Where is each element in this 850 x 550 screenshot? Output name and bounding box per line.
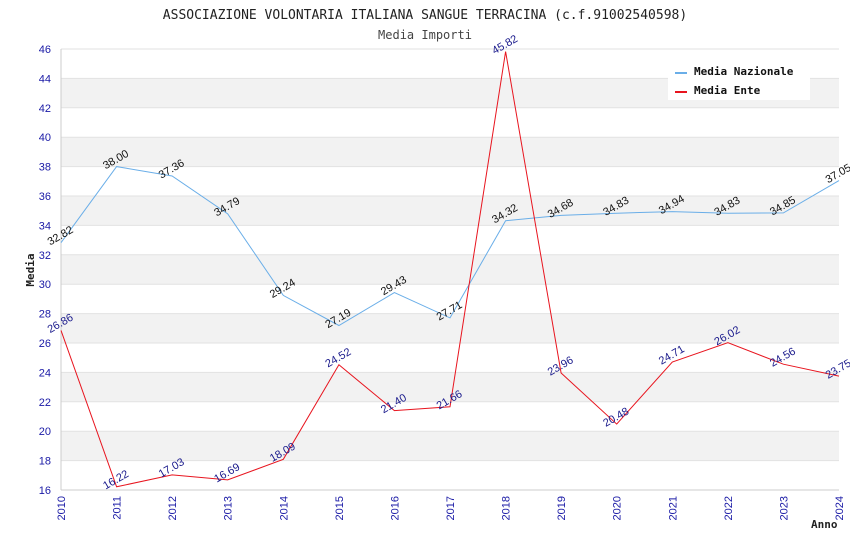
y-tick-label: 40 [39, 132, 51, 144]
y-tick-label: 26 [39, 338, 51, 350]
grid-band [61, 313, 839, 343]
y-tick-label: 34 [39, 220, 51, 232]
y-tick-label: 42 [39, 103, 51, 115]
y-tick-label: 44 [39, 73, 51, 85]
grid-band [61, 431, 839, 461]
x-tick-label: 2018 [501, 496, 513, 520]
y-tick-label: 38 [39, 162, 51, 174]
chart-subtitle: Media Importi [378, 28, 472, 42]
legend-label-ente: Media Ente [694, 84, 761, 97]
grid-bands [61, 78, 839, 461]
x-tick-label: 2017 [445, 496, 457, 520]
grid-band [61, 254, 839, 285]
y-tick-label: 16 [39, 485, 51, 497]
series-line-nazionale [60, 166, 840, 327]
y-tick-label: 46 [39, 44, 51, 56]
legend: Media Nazionale Media Ente [668, 62, 810, 100]
x-tick-label: 2022 [723, 496, 735, 520]
y-tick-label: 24 [39, 367, 51, 379]
x-axis-label: Anno [811, 518, 838, 531]
y-tick-label: 36 [39, 191, 51, 203]
x-tick-label: 2014 [278, 496, 290, 520]
series-lines [60, 51, 840, 488]
y-tick-labels: 16 18 20 22 24 26 28 30 32 34 36 38 40 42 44 46 [39, 44, 51, 497]
y-tick-label: 20 [39, 426, 51, 438]
y-axis-label: Media [24, 253, 37, 286]
grid-band [61, 196, 839, 226]
x-tick-label: 2013 [223, 496, 235, 520]
x-tick-label: 2016 [389, 496, 401, 520]
y-tick-label: 30 [39, 279, 51, 291]
x-tick-label: 2024 [834, 496, 846, 520]
data-label-ente: 20.48 [601, 405, 631, 429]
legend-box [668, 62, 810, 100]
chart-title: ASSOCIAZIONE VOLONTARIA ITALIANA SANGUE … [163, 8, 687, 23]
x-tick-label: 2021 [667, 496, 679, 520]
axes [60, 49, 839, 491]
x-tick-labels: 2010 2011 2012 2013 2014 2015 2016 2017 2018 2019… [56, 496, 846, 520]
y-tick-label: 22 [39, 397, 51, 409]
data-label-ente: 24.71 [657, 343, 687, 367]
grid-band [61, 372, 839, 402]
data-label-ente: 16.22 [101, 468, 131, 492]
grid-band [61, 137, 839, 167]
y-tick-label: 28 [39, 309, 51, 321]
x-tick-label: 2015 [334, 496, 346, 520]
x-tick-label: 2019 [556, 496, 568, 520]
x-tick-label: 2010 [56, 496, 68, 520]
y-tick-label: 32 [39, 250, 51, 262]
x-tick-label: 2012 [167, 496, 179, 520]
x-tick-label: 2011 [112, 496, 124, 520]
series-line-ente [60, 51, 840, 488]
data-label-ente: 16.69 [212, 461, 242, 485]
legend-label-nazionale: Media Nazionale [694, 65, 794, 78]
y-tick-label: 18 [39, 456, 51, 468]
x-tick-label: 2020 [612, 496, 624, 520]
x-tick-label: 2023 [778, 496, 790, 520]
